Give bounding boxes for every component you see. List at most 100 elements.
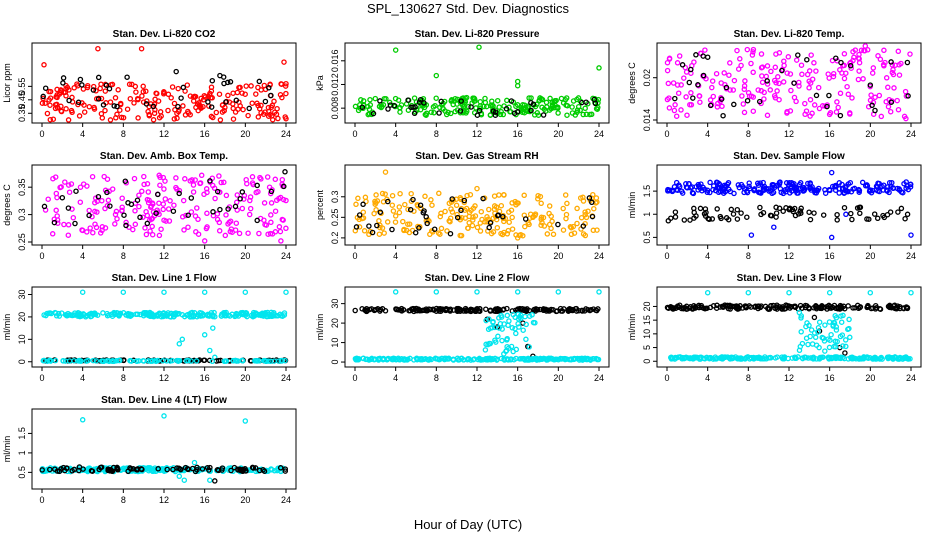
data-point — [869, 187, 876, 194]
data-point — [355, 107, 362, 114]
data-point — [77, 76, 84, 83]
data-point — [901, 305, 907, 312]
data-point — [231, 464, 238, 471]
data-point — [141, 173, 147, 180]
data-point — [834, 99, 840, 105]
data-point — [468, 104, 474, 110]
data-point — [227, 218, 234, 224]
data-point — [831, 343, 837, 350]
data-point — [798, 210, 804, 216]
data-point — [569, 104, 575, 110]
data-point — [390, 208, 397, 214]
data-point — [826, 92, 832, 99]
data-point — [392, 219, 399, 225]
series-1 — [665, 169, 914, 241]
data-point — [834, 211, 840, 218]
series-1 — [352, 169, 600, 241]
data-point — [799, 340, 806, 347]
data-point — [490, 108, 497, 114]
data-point — [709, 84, 715, 91]
data-point — [246, 105, 252, 112]
data-point — [698, 302, 705, 309]
data-point — [816, 105, 823, 112]
data-point — [810, 355, 817, 362]
data-point — [676, 53, 683, 59]
data-point — [55, 220, 61, 226]
data-point — [165, 206, 172, 212]
data-point — [479, 357, 486, 363]
data-point-outlier — [242, 418, 249, 424]
data-point — [51, 219, 58, 226]
data-point — [832, 184, 838, 190]
panel-10: Stan. Dev. Line 4 (LT) Flow ml/min 0 4 8 12 16… — [2, 395, 297, 505]
data-point — [741, 86, 748, 93]
data-point — [401, 227, 407, 234]
data-point — [595, 356, 602, 363]
data-point — [725, 216, 732, 223]
data-point — [201, 191, 207, 198]
data-point — [881, 214, 888, 221]
data-point — [907, 184, 914, 190]
panel-title: Stan. Dev. Sample Flow — [733, 151, 845, 162]
data-point — [39, 467, 45, 473]
data-point — [834, 217, 840, 223]
data-point — [79, 227, 85, 233]
data-point — [393, 356, 399, 363]
data-point-outlier — [704, 289, 711, 296]
data-point — [489, 324, 495, 331]
data-point — [151, 110, 158, 117]
data-point — [232, 203, 239, 210]
series-1 — [664, 302, 911, 356]
data-point — [268, 212, 274, 218]
data-point — [431, 109, 437, 116]
data-point — [560, 355, 566, 362]
x-tick-label: 8 — [121, 251, 126, 261]
data-point — [245, 112, 251, 119]
data-point — [86, 207, 92, 214]
x-tick-label: 24 — [906, 251, 916, 261]
data-point — [399, 308, 405, 314]
y-tick-label: 10 — [17, 334, 27, 344]
data-point — [503, 348, 509, 355]
data-point — [249, 174, 256, 180]
data-point — [119, 195, 125, 201]
data-point — [799, 305, 805, 311]
data-point — [588, 307, 594, 313]
data-point — [835, 104, 841, 111]
data-point — [192, 177, 198, 183]
data-point — [886, 189, 892, 196]
data-point — [891, 85, 897, 91]
x-tick-label: 24 — [281, 251, 291, 261]
data-point — [566, 356, 573, 363]
data-point — [515, 311, 522, 317]
data-point — [230, 116, 237, 122]
data-point — [850, 305, 856, 311]
data-point — [91, 104, 97, 111]
y-tick-label: 20 — [642, 301, 652, 311]
data-point — [707, 179, 713, 186]
data-point — [678, 82, 684, 88]
data-point — [235, 467, 241, 473]
data-point — [174, 115, 180, 121]
series-2 — [704, 289, 914, 354]
data-point-outlier — [283, 115, 289, 122]
data-point — [781, 58, 787, 64]
data-point — [156, 200, 162, 206]
y-tick-label: 1 — [17, 450, 27, 455]
data-point — [458, 98, 464, 104]
data-point — [460, 308, 467, 314]
data-point — [101, 173, 107, 180]
data-point — [236, 84, 242, 91]
data-point — [580, 194, 586, 201]
data-point — [107, 99, 114, 105]
data-point — [777, 186, 784, 192]
data-point — [267, 358, 274, 365]
data-point — [221, 80, 227, 87]
data-point — [789, 355, 795, 361]
data-point — [242, 91, 248, 97]
data-point — [521, 109, 528, 116]
data-point — [499, 337, 505, 344]
data-point — [107, 117, 114, 123]
data-point — [122, 178, 129, 184]
data-point — [230, 358, 237, 364]
